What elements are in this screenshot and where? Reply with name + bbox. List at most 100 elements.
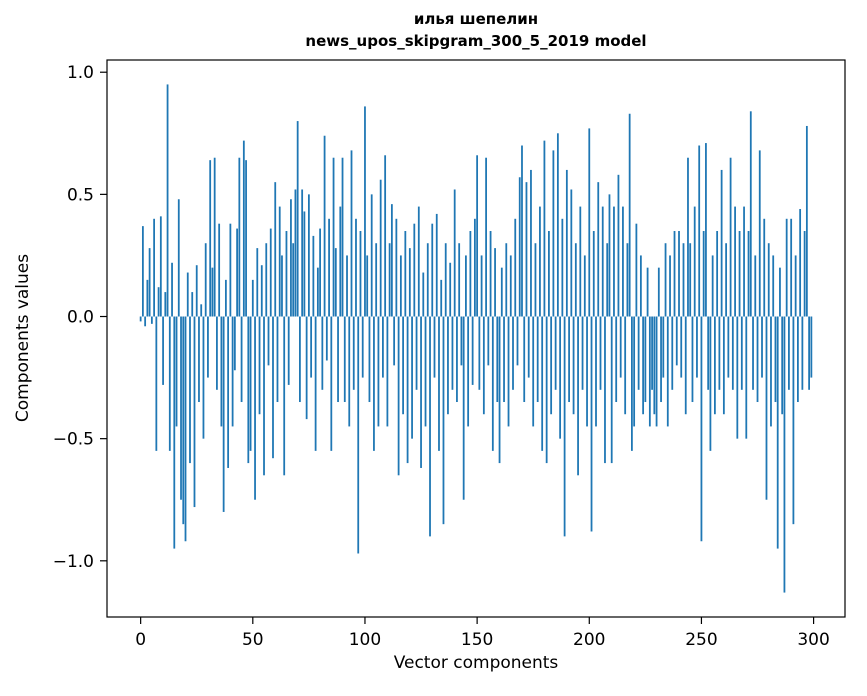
bar — [209, 160, 212, 317]
bar — [772, 255, 775, 317]
bar — [494, 248, 496, 317]
bar — [150, 316, 153, 324]
bar — [745, 316, 748, 439]
bar — [260, 265, 263, 317]
bar — [586, 316, 588, 427]
bar — [498, 316, 501, 464]
bar — [779, 267, 781, 317]
bar — [651, 316, 653, 390]
bar — [581, 316, 584, 390]
bar — [487, 316, 490, 366]
x-axis-label: Vector components — [394, 653, 559, 673]
bar — [678, 231, 680, 317]
bar — [310, 316, 313, 378]
bar — [653, 316, 656, 415]
bar — [776, 316, 779, 549]
bar — [783, 316, 786, 593]
y-tick-label: 1.0 — [67, 63, 94, 83]
bar — [770, 316, 772, 427]
bar — [774, 316, 777, 403]
bar — [285, 231, 288, 317]
bar — [716, 231, 719, 317]
bar — [406, 316, 409, 464]
bar — [411, 316, 413, 439]
bar — [254, 316, 256, 500]
bar — [386, 316, 389, 427]
bar — [451, 316, 454, 390]
bar — [648, 316, 651, 427]
bar — [216, 316, 218, 390]
bar — [274, 182, 277, 317]
bar — [290, 199, 292, 317]
bar — [696, 316, 698, 378]
bar — [514, 218, 517, 317]
bar — [579, 206, 582, 317]
bar — [153, 218, 155, 317]
bar — [747, 231, 750, 317]
bar — [211, 267, 214, 317]
bar — [496, 316, 499, 403]
bar — [805, 125, 808, 317]
bar — [556, 133, 559, 317]
bar — [424, 316, 427, 427]
bar — [395, 218, 398, 317]
bar — [790, 218, 793, 317]
bar — [220, 316, 223, 427]
bar — [700, 316, 703, 542]
bar — [399, 255, 402, 317]
bar — [613, 206, 615, 317]
bar — [761, 316, 763, 378]
bar — [227, 316, 230, 468]
bar — [393, 316, 396, 366]
bar — [565, 169, 568, 317]
bar — [664, 243, 667, 317]
x-tick-label: 250 — [685, 630, 717, 650]
bar — [705, 143, 707, 317]
bar — [671, 316, 674, 390]
bar — [722, 316, 725, 415]
bar — [610, 316, 613, 464]
bar — [173, 316, 176, 549]
bar — [749, 111, 752, 317]
bar — [808, 316, 810, 390]
bar — [655, 316, 658, 427]
bar — [606, 243, 609, 317]
bar — [720, 169, 723, 317]
bar — [287, 316, 290, 385]
x-tick-label: 100 — [349, 630, 381, 650]
bar — [635, 223, 638, 317]
bar — [323, 135, 326, 317]
bar — [476, 155, 479, 317]
bar — [449, 262, 452, 317]
bar — [503, 316, 505, 403]
y-tick-label: 0.0 — [67, 308, 94, 328]
bar — [350, 150, 353, 317]
bar — [738, 231, 741, 317]
bar — [727, 316, 730, 378]
bar — [139, 316, 142, 322]
bar — [379, 179, 382, 317]
bar — [420, 316, 422, 468]
bar — [734, 206, 736, 317]
bar — [788, 316, 790, 390]
bar — [355, 218, 357, 317]
bar — [628, 113, 631, 317]
bar — [559, 316, 562, 439]
bar — [195, 265, 198, 317]
bar — [440, 279, 443, 317]
bar — [792, 316, 795, 525]
y-tick-label: −0.5 — [53, 430, 94, 450]
bar — [758, 150, 761, 317]
bar — [404, 231, 407, 317]
bar — [572, 316, 575, 415]
plot-border — [106, 59, 846, 618]
bar — [763, 218, 766, 317]
bar — [563, 316, 566, 537]
bar — [433, 316, 436, 378]
bar — [675, 316, 678, 366]
bar — [684, 316, 687, 415]
bar — [339, 206, 342, 317]
bar — [189, 316, 191, 464]
bar — [752, 316, 754, 390]
bar — [166, 84, 169, 317]
